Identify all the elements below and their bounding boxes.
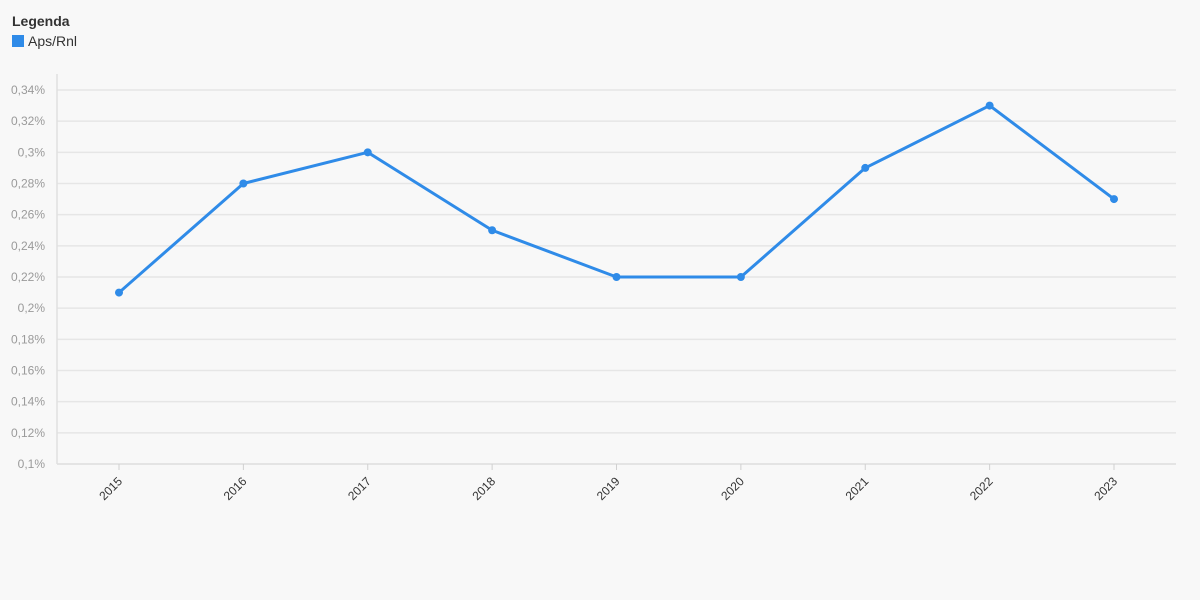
y-tick-label: 0,32% [11, 114, 45, 128]
legend-item-aps-rnl[interactable]: Aps/Rnl [12, 33, 77, 49]
y-tick-label: 0,28% [11, 177, 45, 191]
x-tick-label: 2019 [594, 474, 623, 503]
y-tick-label: 0,18% [11, 332, 45, 346]
legend-label: Aps/Rnl [28, 33, 78, 49]
y-tick-label: 0,24% [11, 239, 45, 253]
y-axis-ticks: 0,1% 0,12% 0,14% 0,16% 0,18% 0,2% 0,22% 0,24% 0,… [11, 83, 45, 471]
x-tick-label: 2021 [843, 474, 872, 503]
data-point [115, 288, 123, 297]
legend-swatch [12, 35, 24, 47]
data-point [985, 101, 994, 110]
y-tick-label: 0,26% [11, 208, 45, 222]
y-tick-label: 0,34% [11, 83, 45, 97]
series-line [117, 104, 1116, 295]
y-tick-label: 0,2% [18, 301, 46, 315]
x-tick-label: 2023 [1091, 474, 1120, 503]
y-tick-label: 0,12% [11, 426, 45, 440]
x-axis-ticks: 2015 2016 2017 2018 2019 2020 2021 2022 2023 [96, 464, 1120, 503]
y-tick-label: 0,16% [11, 364, 45, 378]
x-tick-label: 2015 [96, 474, 125, 503]
data-point [488, 226, 497, 235]
data-point [363, 148, 372, 157]
data-point [612, 273, 621, 281]
y-tick-label: 0,1% [18, 457, 46, 471]
legend: Legenda Aps/Rnl [12, 12, 77, 49]
y-tick-label: 0,3% [18, 145, 46, 159]
x-tick-label: 2017 [345, 474, 374, 503]
data-point [736, 273, 745, 281]
x-tick-label: 2022 [967, 474, 996, 503]
data-point [239, 179, 248, 188]
x-tick-label: 2018 [469, 474, 498, 503]
data-point [861, 163, 870, 172]
data-point [1110, 195, 1118, 204]
y-tick-label: 0,22% [11, 270, 45, 284]
x-tick-label: 2016 [221, 474, 250, 503]
series-group [115, 101, 1118, 297]
y-tick-label: 0,14% [11, 395, 45, 409]
legend-title: Legenda [12, 13, 70, 29]
axes [56, 74, 1176, 465]
x-tick-label: 2020 [718, 474, 747, 503]
